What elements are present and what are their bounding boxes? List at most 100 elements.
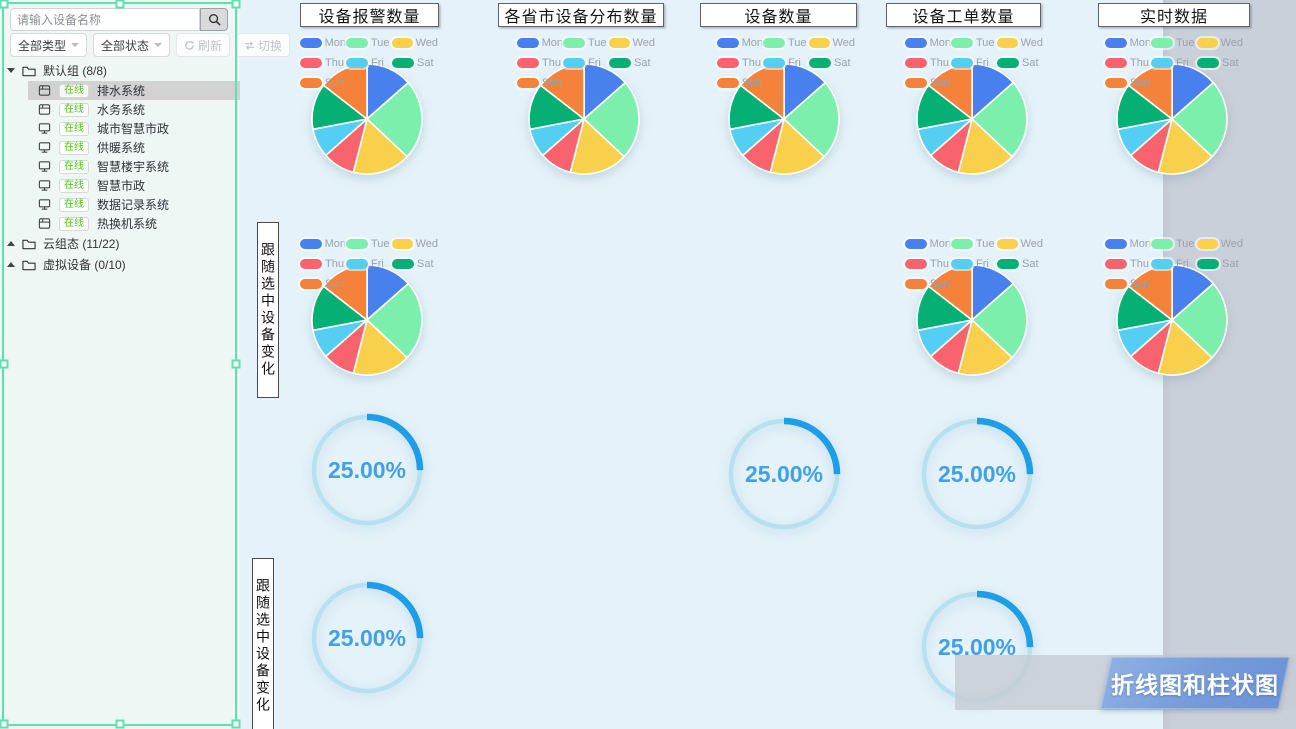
line-bar-chart-banner[interactable]: 折线图和柱状图	[1100, 657, 1290, 709]
legend-item-thu[interactable]: Thu	[300, 258, 346, 270]
legend-item-wed[interactable]: Wed	[809, 37, 855, 49]
gauge-ring-4[interactable]: 25.00%	[307, 578, 427, 698]
legend-item-mon[interactable]: Mon	[1105, 238, 1151, 250]
pie-chart-realtime[interactable]: Mon Tue Wed Thu Fri Sat Sun	[1105, 33, 1255, 183]
legend-item-wed[interactable]: Wed	[997, 37, 1043, 49]
legend-item-tue[interactable]: Tue	[563, 37, 609, 49]
legend-item-sun[interactable]: Sun	[1105, 278, 1151, 290]
tree-group-2[interactable]: 虚拟设备 (0/10)	[0, 254, 240, 275]
resize-handle-s[interactable]	[115, 719, 125, 729]
resize-handle-e[interactable]	[231, 359, 241, 369]
legend-item-mon[interactable]: Mon	[905, 238, 951, 250]
legend-item-tue[interactable]: Tue	[763, 37, 809, 49]
tree-item-水务系统[interactable]: 在线 水务系统	[28, 100, 240, 119]
legend-item-wed[interactable]: Wed	[1197, 238, 1243, 250]
device-tree-panel[interactable]: 全部类型 全部状态 刷新 切换 默认组	[0, 0, 291, 729]
gauge-ring-3[interactable]: 25.00%	[917, 414, 1037, 534]
pie-chart-device[interactable]: Mon Tue Wed Thu Fri Sat Sun	[717, 33, 867, 183]
legend-item-tue[interactable]: Tue	[951, 238, 997, 250]
chart-title-workorder-count[interactable]: 设备工单数量	[886, 3, 1041, 27]
pie-chart-province[interactable]: Mon Tue Wed Thu Fri Sat Sun	[517, 33, 667, 183]
legend-item-sun[interactable]: Sun	[717, 77, 763, 89]
legend-item-mon[interactable]: Mon	[905, 37, 951, 49]
legend-item-wed[interactable]: Wed	[609, 37, 655, 49]
tree-item-排水系统[interactable]: 在线 排水系统	[28, 81, 240, 100]
legend-item-fri[interactable]: Fri	[951, 57, 997, 69]
legend-item-sat[interactable]: Sat	[392, 258, 438, 270]
legend-item-wed[interactable]: Wed	[997, 238, 1043, 250]
pie-chart-workorder-2[interactable]: Mon Tue Wed Thu Fri Sat Sun	[905, 234, 1055, 384]
legend-item-fri[interactable]: Fri	[1151, 57, 1197, 69]
vertical-note-label-1[interactable]: 跟随选中设备变化	[257, 222, 279, 398]
resize-handle-ne[interactable]	[231, 0, 241, 9]
legend-item-sat[interactable]: Sat	[997, 258, 1043, 270]
legend-item-sun[interactable]: Sun	[300, 77, 346, 89]
legend-item-tue[interactable]: Tue	[346, 37, 392, 49]
vertical-note-label-2[interactable]: 跟随选中设备变化	[252, 558, 274, 729]
resize-handle-w[interactable]	[0, 359, 9, 369]
legend-item-tue[interactable]: Tue	[1151, 238, 1197, 250]
legend-item-fri[interactable]: Fri	[763, 57, 809, 69]
legend-item-thu[interactable]: Thu	[717, 57, 763, 69]
legend-item-sun[interactable]: Sun	[905, 77, 951, 89]
legend-item-mon[interactable]: Mon	[1105, 37, 1151, 49]
legend-item-wed[interactable]: Wed	[1197, 37, 1243, 49]
legend-item-thu[interactable]: Thu	[1105, 57, 1151, 69]
legend-item-sun[interactable]: Sun	[905, 278, 951, 290]
legend-item-fri[interactable]: Fri	[1151, 258, 1197, 270]
pie-chart-alarm[interactable]: Mon Tue Wed Thu Fri Sat Sun	[300, 33, 450, 183]
search-button[interactable]	[200, 8, 228, 31]
legend-item-sat[interactable]: Sat	[997, 57, 1043, 69]
legend-item-tue[interactable]: Tue	[951, 37, 997, 49]
refresh-button[interactable]: 刷新	[176, 33, 231, 57]
resize-handle-sw[interactable]	[0, 719, 9, 729]
pie-chart-realtime-2[interactable]: Mon Tue Wed Thu Fri Sat Sun	[1105, 234, 1255, 384]
gauge-ring-5[interactable]: 25.00%	[917, 587, 1037, 707]
caret-collapsed-icon[interactable]	[7, 241, 15, 246]
legend-item-mon[interactable]: Mon	[717, 37, 763, 49]
status-filter-dropdown[interactable]: 全部状态	[93, 33, 171, 57]
legend-item-tue[interactable]: Tue	[346, 238, 392, 250]
tree-item-供暖系统[interactable]: 在线 供暖系统	[28, 138, 240, 157]
chart-title-alarm-count[interactable]: 设备报警数量	[300, 3, 439, 27]
legend-item-sat[interactable]: Sat	[809, 57, 855, 69]
pie-chart-alarm-2[interactable]: Mon Tue Wed Thu Fri Sat Sun	[300, 234, 450, 384]
legend-item-mon[interactable]: Mon	[300, 238, 346, 250]
legend-item-wed[interactable]: Wed	[392, 37, 438, 49]
search-input[interactable]	[10, 8, 200, 31]
legend-item-sat[interactable]: Sat	[609, 57, 655, 69]
legend-item-fri[interactable]: Fri	[346, 57, 392, 69]
legend-item-fri[interactable]: Fri	[346, 258, 392, 270]
legend-item-mon[interactable]: Mon	[517, 37, 563, 49]
gauge-ring-1[interactable]: 25.00%	[307, 410, 427, 530]
legend-item-tue[interactable]: Tue	[1151, 37, 1197, 49]
gauge-ring-2[interactable]: 25.00%	[724, 414, 844, 534]
tree-item-热换机系统[interactable]: 在线 热换机系统	[28, 214, 240, 233]
chart-title-realtime-data[interactable]: 实时数据	[1098, 3, 1250, 27]
tree-item-智慧市政[interactable]: 在线 智慧市政	[28, 176, 240, 195]
chart-title-province-distribution[interactable]: 各省市设备分布数量	[498, 3, 664, 27]
caret-collapsed-icon[interactable]	[7, 262, 15, 267]
tree-item-智慧楼宇系统[interactable]: 在线 智慧楼宇系统	[28, 157, 240, 176]
legend-item-thu[interactable]: Thu	[905, 258, 951, 270]
legend-item-thu[interactable]: Thu	[905, 57, 951, 69]
type-filter-dropdown[interactable]: 全部类型	[10, 33, 88, 57]
legend-item-thu[interactable]: Thu	[300, 57, 346, 69]
resize-handle-nw[interactable]	[0, 0, 9, 9]
tree-item-数据记录系统[interactable]: 在线 数据记录系统	[28, 195, 240, 214]
legend-item-sat[interactable]: Sat	[1197, 57, 1243, 69]
pie-chart-workorder[interactable]: Mon Tue Wed Thu Fri Sat Sun	[905, 33, 1055, 183]
legend-item-wed[interactable]: Wed	[392, 238, 438, 250]
tree-group-1[interactable]: 云组态 (11/22)	[0, 233, 240, 254]
legend-item-thu[interactable]: Thu	[1105, 258, 1151, 270]
legend-item-fri[interactable]: Fri	[563, 57, 609, 69]
legend-item-thu[interactable]: Thu	[517, 57, 563, 69]
legend-item-sat[interactable]: Sat	[1197, 258, 1243, 270]
tree-item-城市智慧市政[interactable]: 在线 城市智慧市政	[28, 119, 240, 138]
legend-item-fri[interactable]: Fri	[951, 258, 997, 270]
chart-title-device-count[interactable]: 设备数量	[700, 3, 857, 27]
legend-item-sun[interactable]: Sun	[1105, 77, 1151, 89]
resize-handle-se[interactable]	[231, 719, 241, 729]
legend-item-mon[interactable]: Mon	[300, 37, 346, 49]
tree-group-0[interactable]: 默认组 (8/8)	[0, 60, 240, 81]
